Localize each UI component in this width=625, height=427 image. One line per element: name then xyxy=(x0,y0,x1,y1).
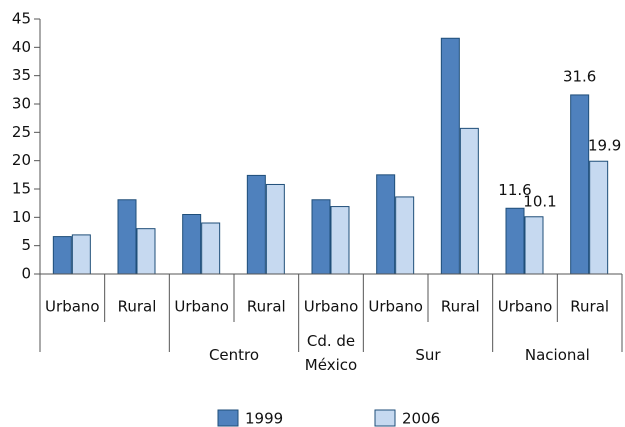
bar xyxy=(330,206,350,275)
bar xyxy=(71,234,91,275)
y-tick-label: 15 xyxy=(12,180,31,198)
x-tick-label: Urbano xyxy=(45,298,100,316)
bar xyxy=(524,216,544,275)
x-tick-label: Urbano xyxy=(368,298,423,316)
legend-label: 2006 xyxy=(402,410,440,427)
y-tick-label: 30 xyxy=(12,95,31,113)
group-label: Cd. de México xyxy=(304,332,358,374)
bar xyxy=(52,236,72,275)
y-tick-label: 25 xyxy=(12,123,31,141)
y-tick-label: 0 xyxy=(21,265,31,283)
x-tick-label: Rural xyxy=(441,298,480,316)
bar xyxy=(182,214,202,275)
group-label: Centro xyxy=(208,346,260,364)
data-label: 10.1 xyxy=(523,192,556,210)
group-label: Nacional xyxy=(524,346,590,364)
x-tick-label: Rural xyxy=(570,298,609,316)
legend-swatch xyxy=(374,409,396,427)
group-label: Sur xyxy=(415,346,441,364)
bar xyxy=(459,127,479,275)
data-label: 11.6 xyxy=(498,181,531,199)
y-tick-label: 10 xyxy=(12,208,31,226)
bar xyxy=(311,199,331,275)
bar xyxy=(136,228,156,275)
x-tick-label: Rural xyxy=(247,298,286,316)
data-label: 19.9 xyxy=(588,137,621,155)
x-tick-label: Urbano xyxy=(304,298,359,316)
y-tick-label: 20 xyxy=(12,151,31,169)
bar xyxy=(395,196,415,275)
legend-label: 1999 xyxy=(245,410,283,427)
bar xyxy=(589,160,609,275)
y-tick-label: 5 xyxy=(21,236,31,254)
bar xyxy=(376,174,396,275)
bar xyxy=(265,183,285,275)
bar xyxy=(440,37,460,275)
x-tick-label: Urbano xyxy=(498,298,553,316)
x-tick-label: Urbano xyxy=(174,298,229,316)
legend-swatch xyxy=(217,409,239,427)
data-label: 31.6 xyxy=(563,67,596,85)
x-tick-label: Rural xyxy=(118,298,157,316)
bar xyxy=(201,222,221,275)
y-tick-label: 45 xyxy=(12,10,31,28)
bar xyxy=(246,174,266,275)
y-tick-label: 35 xyxy=(12,66,31,84)
bar xyxy=(505,207,525,275)
bar xyxy=(117,199,137,275)
bar xyxy=(570,94,590,275)
y-tick-label: 40 xyxy=(12,38,31,56)
